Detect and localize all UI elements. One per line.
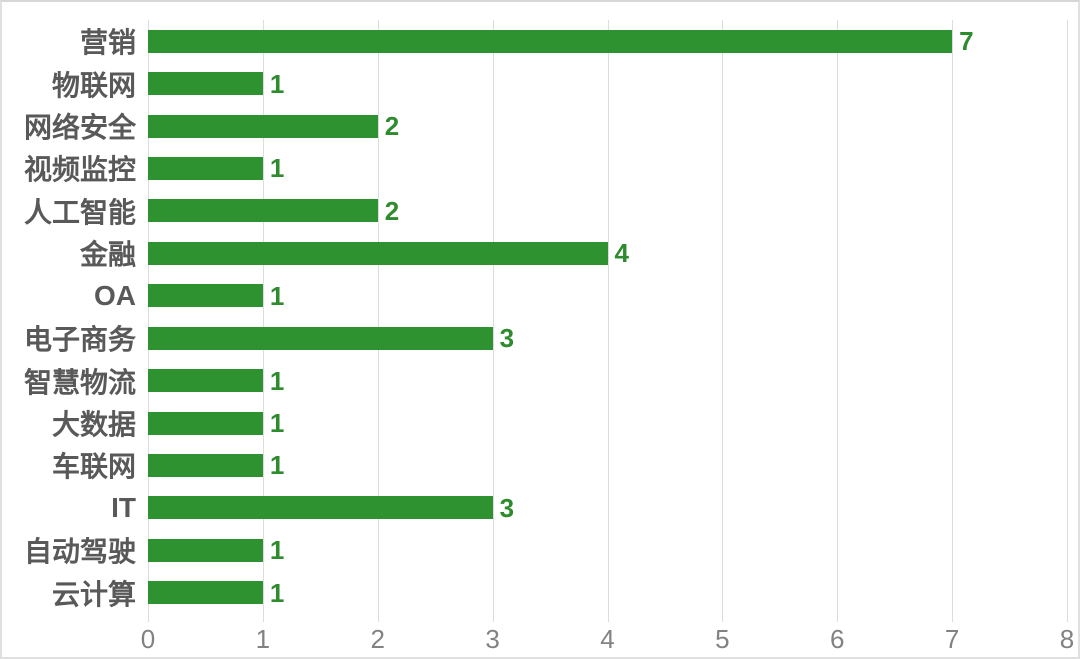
data-label: 1 (269, 153, 285, 184)
category-label: 人工智能 (23, 196, 136, 228)
data-label: 1 (269, 365, 285, 396)
category-label: 网络安全 (23, 112, 136, 144)
data-label: 4 (614, 238, 629, 269)
bar-row: 1 (148, 571, 1067, 613)
x-tick-label: 6 (830, 624, 845, 654)
gridline (607, 20, 609, 622)
bar-row: 1 (148, 62, 1067, 104)
data-label: 3 (499, 323, 515, 354)
x-tick-label: 2 (370, 624, 385, 654)
x-tick-label: 7 (944, 624, 960, 654)
bar-大数据 (148, 411, 263, 435)
category-label: OA (94, 279, 136, 311)
x-tick-label: 0 (140, 624, 156, 654)
bar-云计算 (148, 581, 263, 605)
data-label: 2 (384, 195, 400, 226)
gridline (722, 20, 724, 622)
bar-row: 3 (148, 317, 1067, 359)
gridline (377, 20, 379, 622)
bar-自动驾驶 (148, 538, 263, 562)
category-label: 云计算 (51, 578, 136, 610)
bar-row: 2 (148, 190, 1067, 232)
category-label: 大数据 (51, 409, 136, 440)
category-label: 智慧物流 (23, 366, 136, 398)
data-label: 7 (959, 26, 974, 57)
bar-row: 1 (148, 275, 1067, 317)
gridline (262, 20, 264, 622)
value-axis-labels: 0 1 2 3 4 5 6 7 8 (141, 622, 1074, 656)
gridline (1067, 20, 1068, 622)
bar-row: 1 (148, 529, 1067, 571)
bar-row: 4 (148, 232, 1067, 274)
data-label: 1 (269, 577, 285, 608)
category-label: 自动驾驶 (23, 536, 136, 568)
data-label: 1 (269, 408, 285, 438)
category-axis-labels: 营销物联网网络安全视频监控人工智能金融 OA 电子商务智慧物流大数据车联网 IT 自动驾… (2, 20, 136, 614)
bar-营销 (148, 29, 953, 53)
category-label: IT (111, 491, 136, 523)
x-tick-label: 3 (485, 624, 500, 654)
bar-智慧物流 (148, 369, 263, 393)
bar-车联网 (148, 453, 263, 477)
bar-网络安全 (148, 114, 378, 138)
x-tick-label: 8 (1059, 624, 1075, 654)
bar-电子商务 (148, 326, 493, 350)
data-label: 3 (499, 492, 515, 523)
bar-row: 7 (148, 20, 1067, 62)
x-tick-label: 1 (255, 624, 271, 654)
category-label: 营销 (79, 27, 136, 59)
bar-row: 1 (148, 444, 1067, 486)
plot-area: 7 1 2 1 2 4 1 3 1 1 1 3 1 1 (148, 20, 1068, 622)
x-tick-label: 5 (715, 624, 730, 654)
category-label: 视频监控 (23, 154, 136, 186)
category-label: 车联网 (51, 451, 136, 483)
bar-row: 1 (148, 147, 1067, 189)
bar-OA (148, 284, 263, 308)
bar-row: 2 (148, 105, 1067, 147)
gridline (952, 20, 954, 622)
data-label: 1 (269, 68, 285, 99)
data-label: 1 (269, 450, 285, 481)
data-label: 1 (269, 535, 285, 566)
bar-金融 (148, 241, 608, 265)
bar-IT (148, 496, 493, 520)
bar-视频监控 (148, 156, 263, 180)
category-label: 物联网 (51, 69, 136, 101)
gridline (492, 20, 494, 622)
data-label: 1 (269, 280, 285, 311)
category-label: 电子商务 (23, 324, 136, 356)
gridline (837, 20, 839, 622)
gridline (148, 20, 149, 622)
bar-物联网 (148, 72, 263, 96)
bar-人工智能 (148, 199, 378, 223)
x-tick-label: 4 (600, 624, 615, 654)
bar-row: 1 (148, 402, 1067, 444)
category-label: 金融 (79, 239, 136, 271)
bar-row: 3 (148, 487, 1067, 529)
bar-rows: 7 1 2 1 2 4 1 3 1 1 1 3 1 1 (148, 20, 1067, 614)
data-label: 2 (384, 111, 400, 142)
bar-row: 1 (148, 359, 1067, 401)
